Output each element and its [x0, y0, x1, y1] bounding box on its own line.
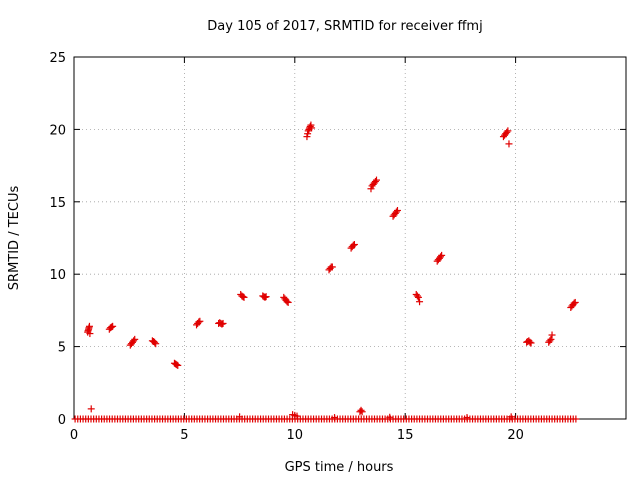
data-point	[505, 140, 513, 148]
data-point	[372, 176, 380, 184]
data-point	[130, 337, 138, 345]
y-tick-label: 20	[49, 123, 66, 138]
data-point	[86, 330, 94, 338]
data-point	[151, 338, 159, 346]
data-point	[463, 414, 471, 422]
data-point	[350, 241, 358, 249]
data-point	[507, 413, 515, 421]
grid-layer	[74, 57, 626, 419]
x-tick-label: 15	[397, 428, 414, 443]
data-point	[85, 322, 93, 330]
data-point	[174, 361, 182, 369]
data-points	[71, 121, 580, 423]
data-point	[306, 123, 314, 131]
data-point	[152, 340, 160, 348]
data-point	[526, 338, 534, 346]
data-point	[570, 299, 578, 307]
data-point	[108, 323, 116, 331]
data-point	[386, 413, 394, 421]
y-axis-label: SRMTID / TECUs	[7, 186, 22, 291]
data-point	[392, 208, 400, 216]
data-point	[437, 253, 445, 261]
data-point	[527, 339, 535, 347]
data-point	[358, 408, 366, 416]
data-point	[547, 335, 555, 343]
data-point	[284, 298, 292, 306]
data-point	[131, 335, 139, 343]
y-tick-label: 0	[58, 413, 66, 428]
data-point	[239, 293, 247, 301]
x-tick-label: 5	[180, 428, 188, 443]
data-point	[371, 178, 379, 186]
data-point	[393, 206, 401, 214]
x-axis-label: GPS time / hours	[285, 460, 394, 475]
data-point	[357, 406, 365, 414]
data-point	[196, 317, 204, 325]
data-point	[283, 298, 291, 306]
data-point	[414, 293, 422, 301]
data-point	[195, 318, 203, 326]
data-point	[87, 405, 95, 413]
data-point	[173, 361, 181, 369]
y-tick-label: 15	[49, 196, 66, 211]
data-point	[416, 298, 424, 306]
data-point	[546, 337, 554, 345]
data-point	[261, 293, 269, 301]
x-tick-label: 0	[70, 428, 78, 443]
data-point	[240, 293, 248, 301]
data-point	[218, 320, 226, 328]
y-tick-label: 10	[49, 268, 66, 283]
y-tick-label: 5	[58, 341, 66, 356]
axis-ticks: 0 5 10 15 20 0 5 10 15 20 25	[49, 51, 626, 443]
data-point	[438, 251, 446, 259]
data-point	[262, 293, 270, 301]
data-point	[293, 412, 301, 420]
data-point	[572, 415, 580, 423]
data-point	[331, 414, 339, 422]
plot-frame	[73, 56, 627, 420]
data-point	[571, 298, 579, 306]
data-point	[504, 127, 512, 135]
data-point	[328, 263, 336, 271]
data-point	[109, 322, 117, 330]
y-tick-label: 25	[49, 51, 66, 66]
data-point	[413, 292, 421, 300]
data-point	[548, 331, 556, 339]
data-point	[236, 413, 244, 421]
data-point	[349, 241, 357, 249]
data-point	[219, 319, 227, 327]
data-point	[308, 124, 316, 132]
x-tick-label: 20	[507, 428, 524, 443]
data-point	[503, 128, 511, 136]
chart-title: Day 105 of 2017, SRMTID for receiver ffm…	[207, 19, 482, 34]
x-tick-label: 10	[287, 428, 304, 443]
